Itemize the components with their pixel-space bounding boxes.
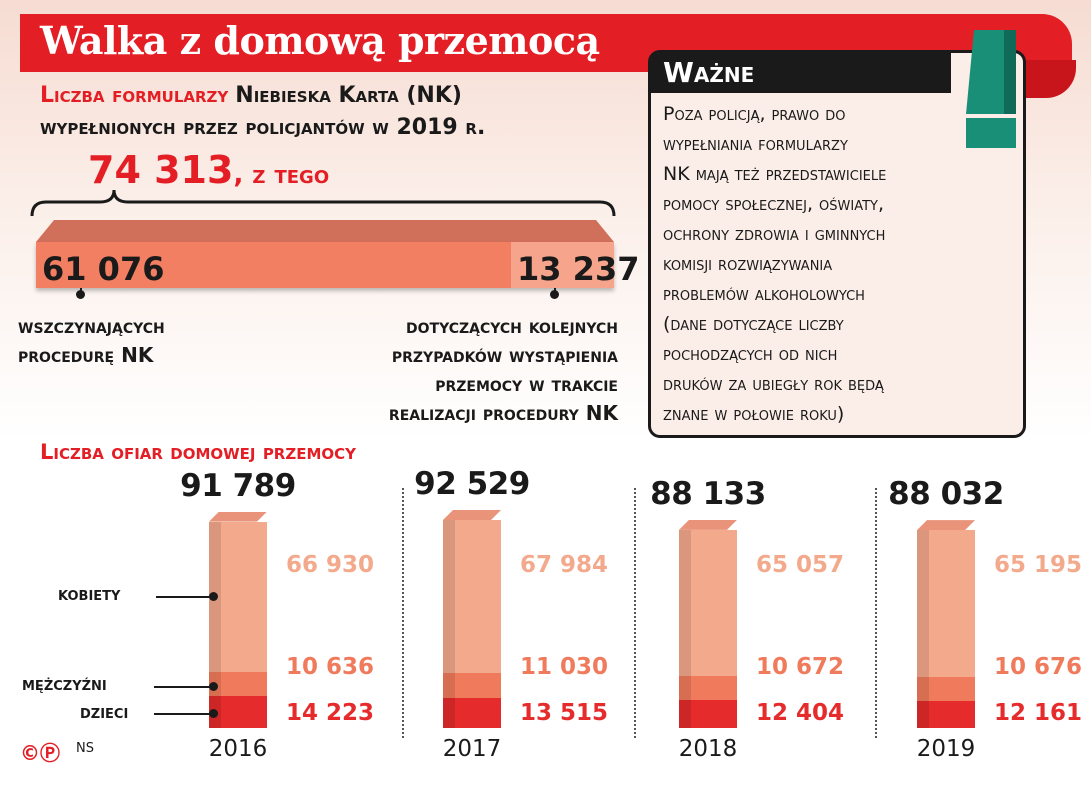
legend-line-dzieci <box>154 713 212 715</box>
subtitle-line2: wypełnionych przez policjantów w 2019 r. <box>40 115 486 140</box>
legend-dot-dzieci <box>209 709 218 718</box>
bar-total-2017: 92 529 <box>414 466 530 502</box>
bar-mężczyźni-2019 <box>917 676 975 701</box>
total-value: 74 313 <box>88 148 234 192</box>
legend-line-kobiety <box>156 596 212 598</box>
forms-desc-2: dotyczących kolejnych przypadków wystąpi… <box>310 312 618 428</box>
note-line: ochrony zdrowia i gminnych <box>663 223 886 245</box>
note-line: problemów alkoholowych <box>663 283 865 305</box>
desc-2-line: realizacji procedury NK <box>388 401 618 425</box>
bar-total-2016: 91 789 <box>180 467 296 504</box>
bar-dzieci-2018 <box>679 700 737 728</box>
chart-title: Liczba ofiar domowej przemocy <box>40 440 357 464</box>
bar-kobiety-2016 <box>209 521 267 673</box>
leader-dot-2 <box>550 290 559 299</box>
total-forms: 74 313, z tego <box>88 148 329 192</box>
year-label-2019: 2019 <box>916 736 976 762</box>
bar-dzieci-2017 <box>443 697 501 728</box>
legend-dot-kobiety <box>209 592 218 601</box>
bar-kobiety-2019 <box>917 530 975 677</box>
bar-dzieci-2016 <box>209 696 267 728</box>
subtitle-red: Liczba formularzy <box>40 83 229 108</box>
bar-mężczyźni-2017 <box>443 672 501 698</box>
value-kobiety-2016: 66 930 <box>286 552 375 578</box>
bar-mężczyźni-2018 <box>679 676 737 701</box>
forms-bar <box>36 242 614 288</box>
forms-bar-top <box>36 220 614 242</box>
note-heading: Ważne <box>651 53 951 93</box>
value-kobiety-2019: 65 195 <box>994 552 1083 578</box>
forms-bar-segment-2 <box>511 242 614 288</box>
value-kobiety-2017: 67 984 <box>520 552 609 578</box>
forms-value-1: 61 076 <box>42 250 165 288</box>
desc-2-line: dotyczących kolejnych <box>406 314 618 338</box>
value-mezczyzni-2018: 10 672 <box>756 654 845 680</box>
forms-desc-1: wszczynających procedurę NK <box>18 312 165 370</box>
page-title: Walka z domową przemocą <box>40 18 600 63</box>
note-line: Poza policją, prawo do <box>663 103 846 125</box>
bar-total-2018: 88 133 <box>650 475 766 512</box>
note-line: (dane dotyczące liczby <box>663 313 844 335</box>
total-suffix: , z tego <box>233 160 330 190</box>
forms-value-2: 13 237 <box>517 250 640 288</box>
note-line: znane w połowie roku) <box>663 403 845 425</box>
value-mezczyzni-2017: 11 030 <box>520 654 609 680</box>
exclamation-icon-shade <box>1004 30 1016 114</box>
chart-separator <box>634 488 636 738</box>
legend-mezczyzni: mężczyźni <box>22 674 107 695</box>
year-label-2017: 2017 <box>442 736 502 762</box>
desc-2-line: przypadków wystąpienia <box>391 343 618 367</box>
desc-1-line: procedurę NK <box>18 343 154 367</box>
legend-line-mezczyzni <box>154 686 212 688</box>
bar-top-2017 <box>443 510 501 520</box>
value-mezczyzni-2016: 10 636 <box>286 654 375 680</box>
desc-1-line: wszczynających <box>18 314 165 338</box>
note-line: komisji rozwiązywania <box>663 253 833 275</box>
bar-mężczyźni-2016 <box>209 672 267 697</box>
author-credit: NS <box>76 741 94 756</box>
desc-2-line: przemocy w trakcie <box>435 372 618 396</box>
legend-dot-mezczyzni <box>209 682 218 691</box>
note-line: NK mają też przedstawiciele <box>663 163 887 185</box>
subtitle: Liczba formularzy Niebieska Karta (NK) w… <box>40 80 485 144</box>
note-text: Poza policją, prawo do wypełniania formul… <box>663 99 886 429</box>
copyright-icon: ©Ⓟ <box>20 741 60 765</box>
chart-separator <box>875 488 877 738</box>
brace-icon <box>30 189 616 217</box>
bar-top-2016 <box>209 511 267 522</box>
important-note: Ważne Poza policją, prawo do wypełniania … <box>648 50 1026 438</box>
year-label-2016: 2016 <box>208 736 268 762</box>
year-label-2018: 2018 <box>678 736 738 762</box>
note-line: wypełniania formularzy <box>663 133 848 155</box>
value-kobiety-2018: 65 057 <box>756 552 845 578</box>
legend-dzieci: dzieci <box>80 702 129 723</box>
value-dzieci-2017: 13 515 <box>520 700 609 726</box>
value-dzieci-2018: 12 404 <box>756 700 845 726</box>
bar-dzieci-2019 <box>917 700 975 728</box>
bar-top-2018 <box>679 519 737 530</box>
bar-kobiety-2018 <box>679 529 737 677</box>
note-line: pomocy społecznej, oświaty, <box>663 193 885 215</box>
bar-total-2019: 88 032 <box>888 476 1004 513</box>
value-dzieci-2016: 14 223 <box>286 700 375 726</box>
value-dzieci-2019: 12 161 <box>994 700 1083 726</box>
exclamation-dot-icon <box>966 118 1016 148</box>
chart-separator <box>402 488 404 738</box>
legend-kobiety: kobiety <box>58 584 121 605</box>
value-mezczyzni-2019: 10 676 <box>994 654 1083 680</box>
note-line: druków za ubiegły rok będą <box>663 373 884 395</box>
subtitle-black: Niebieska Karta (NK) <box>235 83 462 108</box>
bar-top-2019 <box>917 520 975 531</box>
bar-kobiety-2017 <box>443 520 501 673</box>
note-line: pochodzących od nich <box>663 343 838 365</box>
leader-dot-1 <box>76 290 85 299</box>
